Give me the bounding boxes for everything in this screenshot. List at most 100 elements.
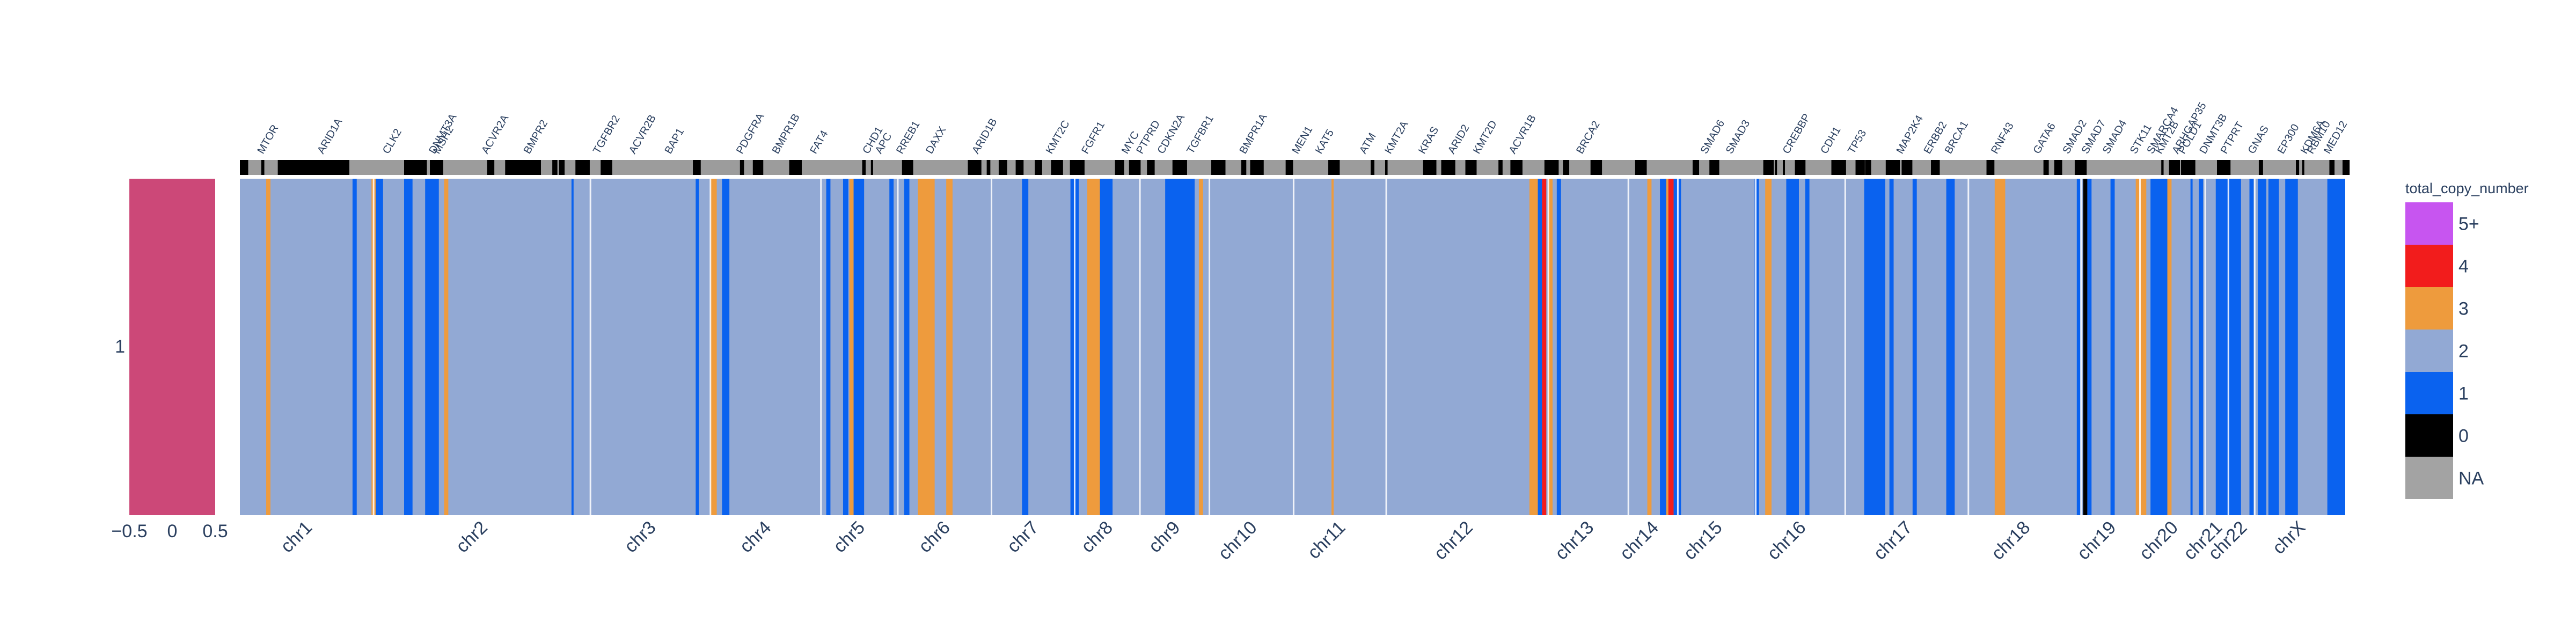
chromosome-label: chr12 — [1430, 517, 1477, 564]
chromosome-boundary — [1385, 179, 1387, 515]
copy-number-segment — [1864, 179, 1885, 515]
copy-number-segment — [1660, 179, 1666, 515]
gene-label: CDKN2A — [1155, 112, 1188, 156]
gene-label: PDGFRA — [734, 111, 767, 156]
legend-swatch — [2405, 202, 2453, 245]
gene-label: RREB1 — [894, 119, 922, 156]
copy-number-segment — [1165, 179, 1195, 515]
gene-bar-tick — [693, 160, 701, 175]
gene-label: SMAD3 — [1724, 118, 1753, 156]
gene-label: GATA6 — [2031, 121, 2058, 156]
copy-number-segment — [444, 179, 449, 515]
chromosome-label: chr2 — [452, 517, 492, 557]
copy-number-segment — [2083, 179, 2088, 515]
gene-label: DAXX — [924, 125, 948, 156]
gene-bar-tick — [1250, 160, 1264, 175]
gene-bar-tick — [1498, 160, 1503, 175]
gene-bar-tick — [2342, 160, 2350, 175]
gene-label: KMT2D — [1471, 119, 1499, 156]
chromosome-label: chr13 — [1551, 517, 1598, 564]
copy-number-segment — [722, 179, 730, 515]
chromosome-boundary — [2253, 179, 2256, 515]
gene-bar-tick — [1070, 160, 1085, 175]
gene-bar-tick — [1635, 160, 1647, 175]
chromosome-label: chr18 — [1987, 517, 2034, 564]
copy-number-segment — [1331, 179, 1334, 515]
chromosome-label: chr14 — [1616, 517, 1663, 564]
copy-number-segment — [1786, 179, 1799, 515]
gene-bar-tick — [1865, 160, 1871, 175]
copy-number-heatmap — [240, 179, 2345, 515]
copy-number-segment — [853, 179, 865, 515]
gene-label: BMPR1A — [1238, 112, 1270, 156]
copy-number-segment — [266, 179, 270, 515]
chromosome-boundary — [2139, 179, 2141, 515]
gene-bar-tick — [1285, 160, 1293, 175]
gene-label: MAP2K4 — [1894, 113, 1926, 156]
gene-bar-tick — [862, 160, 866, 175]
x-tick-label: 0 — [167, 521, 178, 541]
y-tick-label: 1 — [115, 336, 125, 357]
copy-number-legend: total_copy_number 5+ 4 3 2 1 0 NA — [2405, 180, 2529, 499]
gene-bar-tick — [1129, 160, 1141, 175]
gene-bar-tick — [2169, 160, 2180, 175]
copy-number-segment — [1079, 179, 1088, 515]
copy-number-segment — [1994, 179, 2006, 515]
gene-bar-tick — [2161, 160, 2164, 175]
chromosome-boundary — [1292, 179, 1294, 515]
gene-bar-tick — [601, 160, 612, 175]
gene-bar-tick — [1855, 160, 1865, 175]
sample-strip-cell — [129, 179, 215, 515]
gene-bar-block — [277, 160, 349, 175]
copy-number-segment — [904, 179, 910, 515]
gene-bar-tick — [1051, 160, 1063, 175]
gene-label: SMAD6 — [1699, 118, 1728, 156]
gene-label: BMPR1B — [770, 112, 802, 156]
gene-bar-tick — [1328, 160, 1340, 175]
gene-label: BMPR2 — [522, 118, 551, 156]
gene-bar-tick — [986, 160, 991, 175]
legend-swatch — [2405, 457, 2453, 499]
chromosome-boundary — [1755, 179, 1757, 515]
gene-label: BAP1 — [663, 126, 687, 156]
legend-swatch — [2405, 287, 2453, 330]
chromosome-label: chr20 — [2135, 517, 2182, 564]
copy-number-segment — [2249, 179, 2254, 515]
copy-number-segment — [404, 179, 413, 515]
gene-bar-tick — [2302, 160, 2304, 175]
chromosome-label: chr9 — [1145, 517, 1184, 557]
copy-number-segment — [710, 179, 717, 515]
chromosome-boundary — [1967, 179, 1970, 515]
gene-bar-tick — [1795, 160, 1806, 175]
chromosome-boundary — [1547, 179, 1549, 515]
gene-label: ARID2 — [1446, 122, 1472, 156]
copy-number-segment — [1771, 179, 1774, 515]
copy-number-segment — [1668, 179, 1674, 515]
gene-label: FGFR1 — [1079, 120, 1107, 156]
chromosome-boundary — [2204, 179, 2206, 515]
gene-label: CREBBP — [1781, 112, 1813, 156]
chromosome-label: chr11 — [1304, 517, 1349, 563]
sample-strip-panel: 1 −0.5 0 0.5 — [111, 179, 228, 541]
legend-title: total_copy_number — [2405, 180, 2529, 196]
gene-bar-tick — [998, 160, 1007, 175]
copy-number-segment — [889, 179, 894, 515]
copy-number-segment — [1542, 179, 1547, 515]
copy-number-segment — [2150, 179, 2168, 515]
copy-number-segment — [2258, 179, 2266, 515]
gene-annotation-bar — [240, 160, 2350, 175]
copy-number-segment — [2199, 179, 2204, 515]
copy-number-segment — [1946, 179, 1955, 515]
gene-bar-tick — [968, 160, 982, 175]
copy-number-segment — [376, 179, 383, 515]
copy-number-segment — [2190, 179, 2193, 515]
copy-number-segment — [352, 179, 357, 515]
copy-number-segment — [2076, 179, 2081, 515]
gene-bar-tick — [2074, 160, 2087, 175]
chromosome-label: chrX — [2268, 517, 2309, 558]
gene-bar-tick — [1211, 160, 1226, 175]
gene-label: RNF43 — [1989, 121, 2016, 156]
gene-label: FAT4 — [808, 128, 830, 156]
legend-swatch — [2405, 330, 2453, 372]
